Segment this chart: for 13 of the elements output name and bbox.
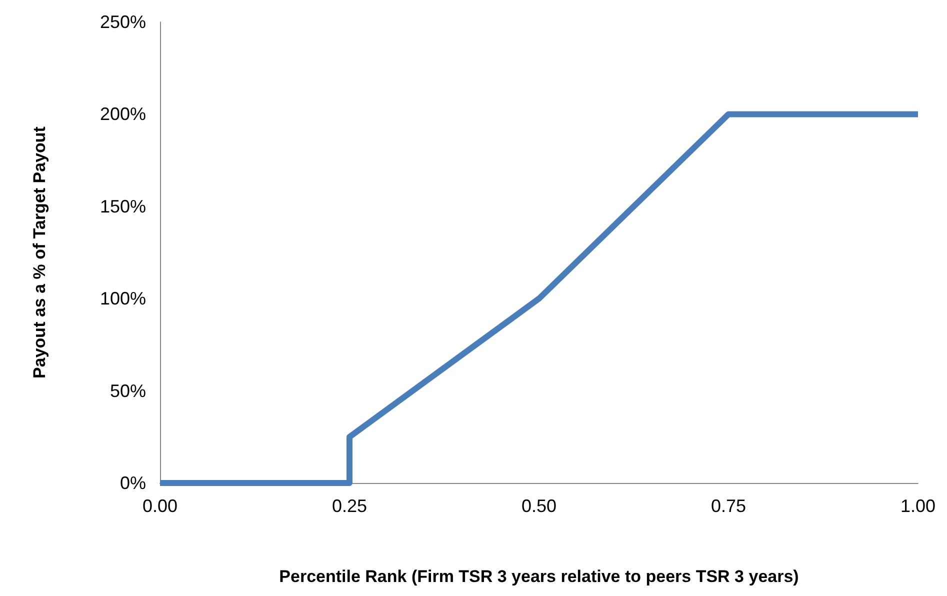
y-axis-title: Payout as a % of Target Payout bbox=[30, 126, 49, 378]
x-tick-label: 0.25 bbox=[332, 496, 368, 516]
x-axis-title: Percentile Rank (Firm TSR 3 years relative to peers TSR 3 years) bbox=[279, 567, 799, 586]
y-tick-label: 100% bbox=[100, 288, 146, 309]
x-tick-label: 0.75 bbox=[710, 496, 746, 516]
y-tick-label: 150% bbox=[100, 196, 146, 216]
x-tick-label: 0.00 bbox=[142, 496, 178, 516]
x-tick-label: 0.50 bbox=[521, 496, 557, 516]
y-tick-label: 50% bbox=[110, 380, 146, 401]
y-tick-label: 250% bbox=[100, 12, 146, 32]
y-tick-label: 200% bbox=[100, 104, 146, 124]
y-tick-label: 0% bbox=[120, 473, 146, 493]
x-tick-label: 1.00 bbox=[900, 496, 936, 516]
